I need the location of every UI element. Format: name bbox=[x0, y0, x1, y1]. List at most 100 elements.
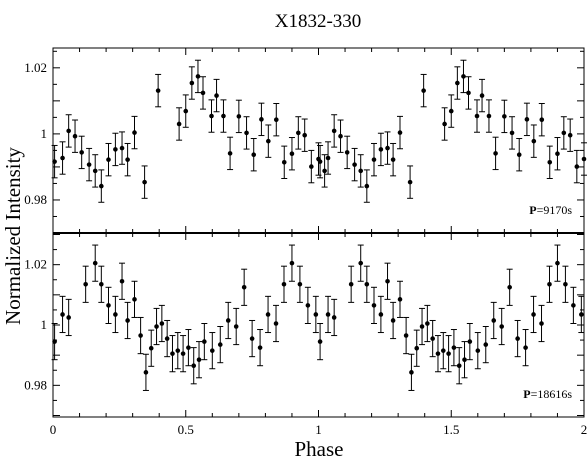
data-point bbox=[210, 348, 215, 353]
data-point bbox=[202, 339, 207, 344]
data-point bbox=[579, 312, 584, 317]
data-point bbox=[296, 130, 301, 136]
y-axis-title: Normalized Intensity bbox=[1, 147, 25, 325]
data-point bbox=[138, 333, 143, 338]
period-value: =18616s bbox=[531, 387, 573, 401]
data-point bbox=[466, 90, 471, 96]
data-point bbox=[259, 117, 264, 122]
data-point bbox=[200, 90, 206, 96]
data-point bbox=[244, 130, 249, 136]
data-point bbox=[60, 155, 65, 161]
data-point bbox=[348, 281, 354, 287]
data-point bbox=[164, 336, 170, 341]
data-point bbox=[313, 312, 319, 317]
data-point bbox=[547, 281, 552, 287]
data-point bbox=[446, 351, 451, 356]
data-point bbox=[251, 152, 257, 158]
data-point bbox=[106, 157, 111, 162]
data-point bbox=[352, 162, 357, 167]
data-point bbox=[119, 278, 125, 284]
chart-title: X1832-330 bbox=[275, 11, 362, 32]
data-point bbox=[486, 113, 492, 119]
data-point bbox=[435, 351, 441, 356]
data-point bbox=[265, 312, 271, 317]
data-point bbox=[176, 121, 182, 127]
data-point bbox=[180, 351, 186, 356]
data-point bbox=[125, 157, 130, 162]
x-axis-title: Phase bbox=[295, 437, 344, 458]
data-point bbox=[159, 321, 165, 326]
data-point bbox=[125, 318, 130, 323]
data-point bbox=[273, 321, 279, 326]
data-point bbox=[132, 130, 137, 135]
y-tick-label: 1 bbox=[41, 317, 48, 332]
data-point bbox=[183, 108, 189, 114]
data-point bbox=[509, 130, 515, 136]
data-point bbox=[385, 145, 390, 151]
data-point bbox=[555, 260, 560, 266]
data-point bbox=[233, 324, 239, 329]
data-point bbox=[539, 117, 545, 122]
data-point bbox=[170, 351, 175, 356]
data-point bbox=[499, 324, 504, 329]
y-tick-label: 0.98 bbox=[24, 377, 47, 392]
y-tick-label: 1.02 bbox=[24, 60, 47, 75]
data-point bbox=[209, 113, 214, 119]
data-point bbox=[316, 156, 321, 162]
data-point bbox=[467, 339, 473, 344]
period-symbol: P bbox=[529, 203, 536, 217]
data-point bbox=[475, 348, 481, 353]
data-point bbox=[302, 132, 307, 138]
data-point bbox=[196, 357, 202, 362]
data-point bbox=[273, 117, 279, 122]
data-point bbox=[338, 133, 343, 139]
data-point bbox=[378, 147, 384, 152]
data-point bbox=[217, 342, 223, 347]
data-point bbox=[72, 133, 78, 139]
data-point bbox=[214, 93, 219, 98]
data-point bbox=[378, 312, 384, 317]
data-point bbox=[571, 303, 576, 308]
data-point bbox=[448, 108, 454, 114]
data-point bbox=[419, 324, 425, 329]
data-point bbox=[221, 113, 226, 119]
data-point bbox=[186, 345, 191, 350]
data-point bbox=[385, 278, 390, 284]
data-point bbox=[325, 312, 331, 317]
data-point bbox=[113, 147, 118, 152]
data-point bbox=[317, 339, 323, 344]
data-point bbox=[175, 348, 181, 353]
data-point bbox=[455, 80, 460, 86]
data-point bbox=[574, 164, 580, 169]
data-point bbox=[236, 114, 242, 119]
data-point bbox=[390, 318, 396, 323]
x-tick-label: 2 bbox=[581, 422, 587, 437]
data-point bbox=[281, 281, 287, 287]
data-point bbox=[52, 159, 57, 164]
data-point bbox=[66, 315, 71, 320]
data-point bbox=[83, 281, 88, 287]
data-point bbox=[266, 138, 271, 144]
data-point bbox=[52, 339, 57, 344]
data-point bbox=[322, 168, 327, 174]
x-tick-label: 1 bbox=[315, 422, 322, 437]
data-point bbox=[358, 168, 364, 174]
data-point bbox=[502, 114, 507, 119]
data-point bbox=[515, 336, 520, 341]
data-point bbox=[66, 128, 71, 134]
data-point bbox=[561, 130, 567, 136]
data-point bbox=[409, 370, 414, 375]
data-point bbox=[414, 345, 420, 351]
data-point bbox=[539, 321, 544, 326]
data-point bbox=[581, 156, 587, 162]
data-point bbox=[364, 183, 370, 189]
period-annotation: P=18616s bbox=[523, 387, 572, 401]
data-point bbox=[305, 303, 311, 308]
data-point bbox=[86, 162, 92, 167]
x-tick-label: 0.5 bbox=[178, 422, 194, 437]
data-point bbox=[403, 333, 409, 338]
data-point bbox=[430, 336, 435, 341]
data-point bbox=[92, 168, 98, 174]
data-point bbox=[493, 151, 498, 156]
